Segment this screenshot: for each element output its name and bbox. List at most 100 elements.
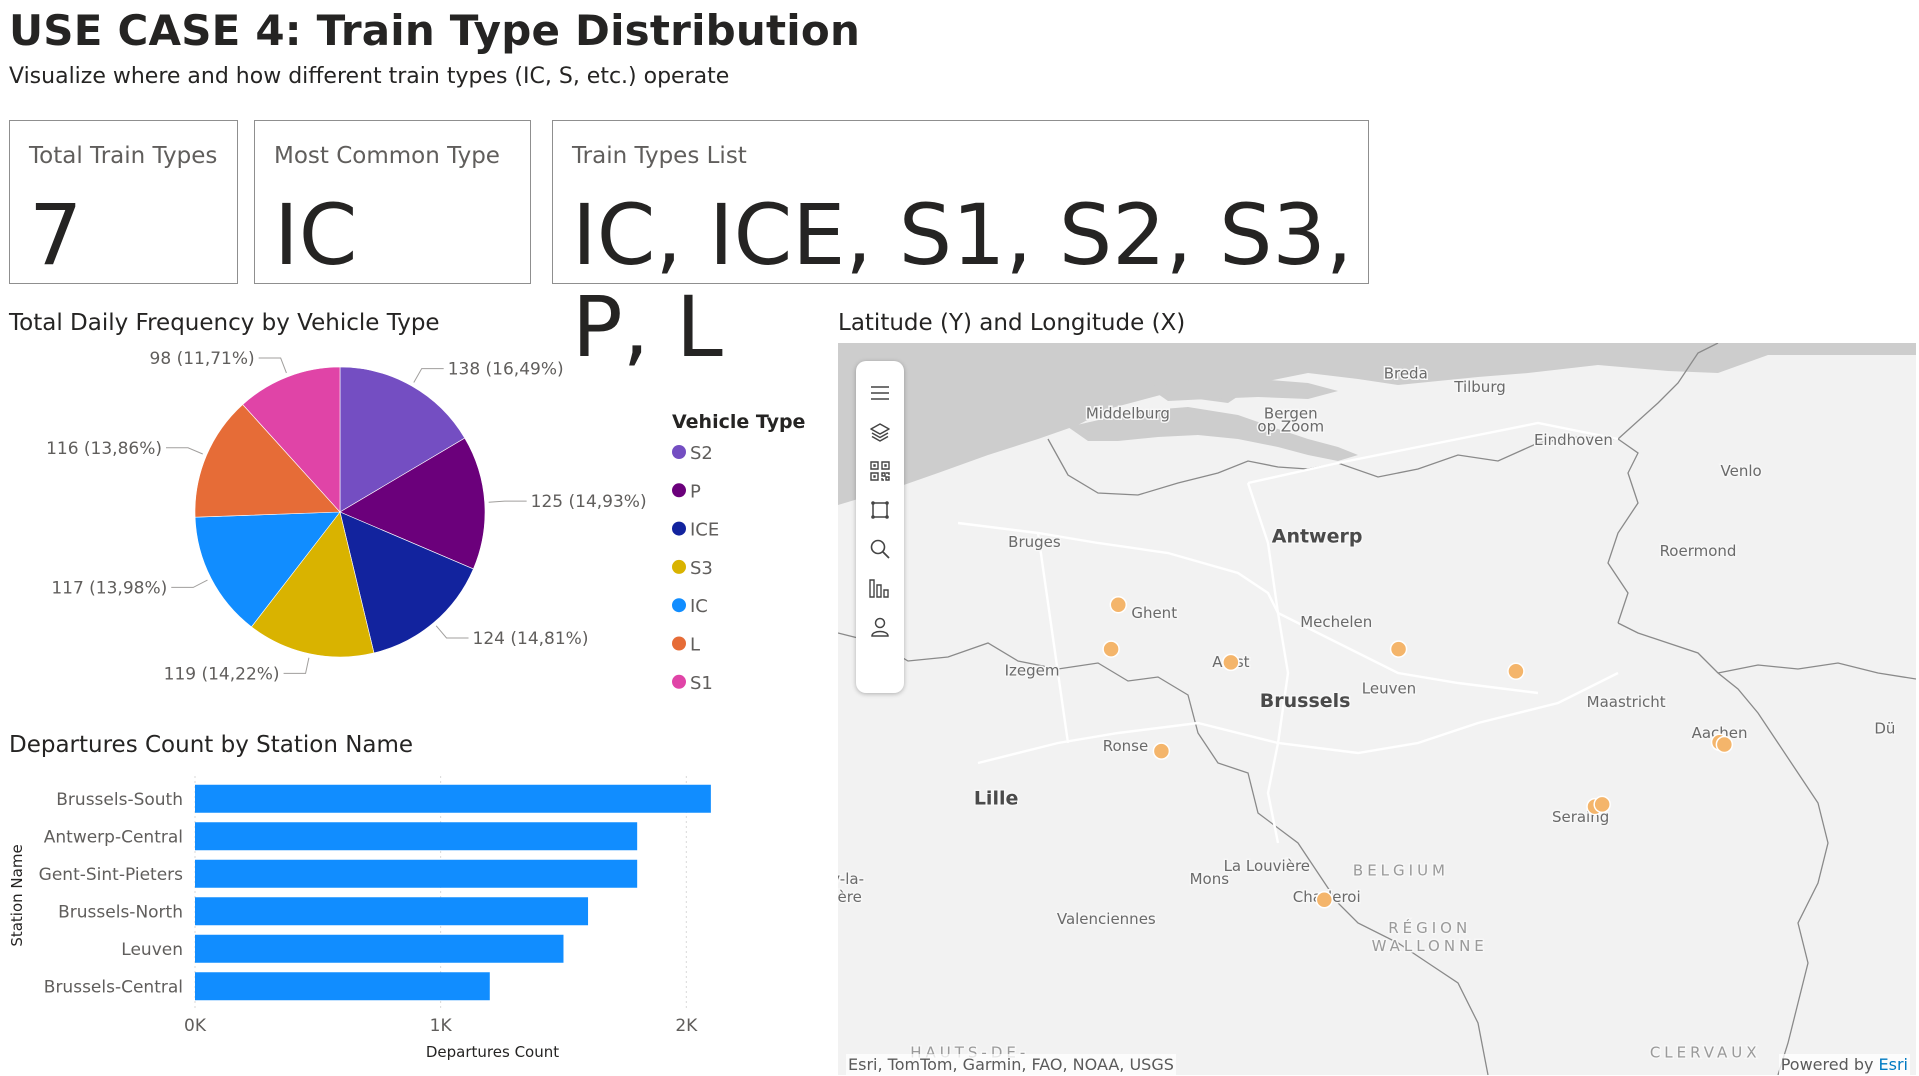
map-powered-by: Powered by Esri — [1778, 1054, 1910, 1075]
map-place-label: Aachen — [1692, 724, 1748, 742]
map-place-label: La Louvière — [1224, 857, 1310, 875]
country-border — [838, 632, 1489, 1075]
map-place-label: y-la- — [838, 870, 864, 888]
pie-data-label: 125 (14,93%) — [531, 492, 647, 512]
map-station-point[interactable] — [1389, 640, 1408, 658]
map-place-label: Breda — [1384, 364, 1428, 382]
legend-item-s3[interactable]: S3 — [690, 558, 713, 579]
qr-code-icon[interactable] — [856, 449, 904, 493]
pie-chart-visual[interactable]: Total Daily Frequency by Vehicle Type 13… — [0, 300, 820, 720]
map-station-point[interactable] — [1593, 795, 1611, 814]
train-types-list-card[interactable]: Train Types List IC, ICE, S1, S2, S3, P,… — [552, 120, 1369, 374]
card-label: Total Train Types — [29, 143, 218, 169]
map-place-label: Dü — [1874, 719, 1895, 737]
y-tick-label: Brussels-Central — [44, 977, 183, 997]
map-station-point[interactable] — [1102, 640, 1120, 658]
bar[interactable] — [195, 934, 564, 963]
powered-by-text: Powered by — [1780, 1055, 1874, 1074]
legend-item-s1[interactable]: S1 — [690, 673, 713, 694]
pie-leader-line — [435, 625, 469, 639]
legend-marker — [672, 521, 686, 536]
map-place-label: Tilburg — [1453, 378, 1506, 396]
pie-data-label: 98 (11,71%) — [150, 349, 255, 369]
y-tick-label: Brussels-North — [58, 902, 183, 922]
legend-marker — [672, 559, 686, 574]
card-value: IC — [274, 186, 358, 284]
map-station-point[interactable] — [1507, 662, 1525, 681]
bar-chart[interactable]: 0K 1K 2K Brussels-South Antwerp-Central Gent-… — [0, 756, 820, 1076]
map-place-label: Eindhoven — [1534, 431, 1613, 449]
map-place-label: Antwerp — [1272, 526, 1363, 548]
map-station-point[interactable] — [1109, 595, 1128, 614]
map-station-point[interactable] — [1222, 653, 1240, 672]
x-tick-label: 2K — [675, 1016, 698, 1036]
map-place-label: BELGIUM — [1353, 861, 1449, 879]
bar[interactable] — [195, 784, 711, 813]
pie-leader-line — [258, 357, 287, 374]
selection-frame-icon[interactable] — [856, 488, 904, 532]
pie-slice-s3[interactable] — [251, 511, 375, 658]
bar[interactable] — [195, 822, 638, 851]
legend-marker — [672, 674, 686, 689]
north-sea-water — [838, 343, 1916, 505]
pie-chart-title: Total Daily Frequency by Vehicle Type — [9, 310, 440, 336]
map-place-label: Venlo — [1721, 462, 1762, 480]
map-place-label: Ghent — [1131, 604, 1177, 622]
map-canvas[interactable]: Breda Tilburg Middelburg Bergen op Zoom Eindh… — [838, 343, 1916, 1075]
map-visual[interactable]: Latitude (Y) and Longitude (X) Breda Tilb… — [838, 300, 1919, 1076]
road — [977, 671, 1619, 765]
pie-leader-line — [166, 447, 203, 455]
map-place-label: Valenciennes — [1057, 910, 1156, 928]
pie-data-label: 117 (13,98%) — [51, 578, 167, 598]
map-station-point[interactable] — [1715, 735, 1734, 754]
bar[interactable] — [195, 972, 490, 1001]
map-toolbar — [856, 361, 904, 693]
layers-icon[interactable] — [856, 410, 904, 454]
menu-icon[interactable] — [856, 371, 904, 415]
x-tick-label: 1K — [430, 1016, 453, 1036]
map-place-label: ière — [838, 888, 862, 906]
esri-link[interactable]: Esri — [1878, 1055, 1908, 1074]
most-common-type-card[interactable]: Most Common Type IC — [254, 120, 531, 284]
map-station-point[interactable] — [1152, 742, 1171, 760]
legend-marker — [672, 483, 686, 498]
user-icon[interactable] — [856, 605, 904, 649]
bar[interactable] — [195, 859, 638, 888]
legend-item-ice[interactable]: ICE — [690, 520, 719, 541]
legend-marker — [672, 636, 686, 651]
legend-item-p[interactable]: P — [690, 481, 701, 502]
road — [957, 521, 1539, 695]
pie-slice-s1[interactable] — [242, 366, 341, 513]
pie-slice-p[interactable] — [339, 437, 486, 570]
pie-slice-l[interactable] — [194, 404, 341, 518]
search-icon[interactable] — [856, 527, 904, 571]
map-place-label: WALLONNE — [1372, 937, 1488, 955]
card-label: Most Common Type — [274, 143, 500, 169]
page-subtitle: Visualize where and how different train … — [9, 64, 730, 89]
pie-leader-line — [413, 368, 444, 383]
legend-item-s2[interactable]: S2 — [690, 443, 713, 464]
pie-slice-ice[interactable] — [339, 511, 474, 654]
map-place-label: Brussels — [1260, 690, 1351, 712]
map-station-point[interactable] — [1315, 891, 1334, 909]
pie-leader-line — [488, 500, 527, 503]
legend-item-l[interactable]: L — [690, 635, 700, 656]
y-tick-label: Gent-Sint-Pieters — [39, 865, 183, 885]
total-train-types-card[interactable]: Total Train Types 7 — [9, 120, 238, 284]
western-scheldt-estuary — [1068, 407, 1358, 461]
y-tick-label: Antwerp-Central — [44, 827, 183, 847]
pie-slice-ic[interactable] — [194, 511, 341, 628]
bar[interactable] — [195, 897, 589, 926]
oosterschelde-estuary — [1148, 379, 1338, 401]
card-value: IC, ICE, S1, S2, S3, P, L — [572, 186, 1353, 377]
x-axis-title: Departures Count — [426, 1043, 559, 1061]
legend-title: Vehicle Type — [672, 411, 805, 433]
bar-chart-icon[interactable] — [856, 566, 904, 610]
legend-item-ic[interactable]: IC — [690, 596, 708, 617]
pie-slice-s2[interactable] — [339, 366, 466, 513]
pie-leader-line — [171, 579, 208, 588]
pie-data-label: 119 (14,22%) — [164, 664, 280, 684]
bar-chart-visual[interactable]: Departures Count by Station Name 0K 1K 2K B… — [0, 720, 820, 1076]
pie-chart[interactable]: 138 (16,49%) 125 (14,93%) 124 (14,81%) 119 … — [0, 320, 820, 730]
